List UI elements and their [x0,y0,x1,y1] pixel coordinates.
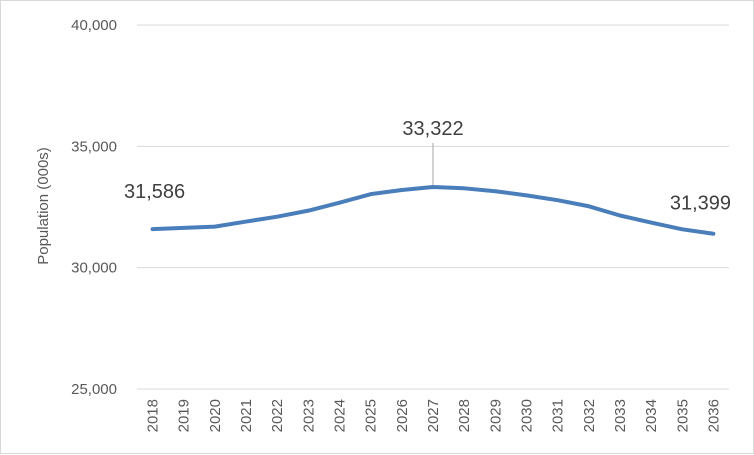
x-tick-label: 2036 [705,399,722,432]
x-tick-label: 2032 [581,399,598,432]
x-tick-label: 2035 [674,399,691,432]
y-tick-label: 25,000 [71,381,117,398]
x-tick-label: 2034 [643,399,660,432]
y-tick-label: 30,000 [71,260,117,277]
x-tick-label: 2020 [207,399,224,432]
series-line [153,187,714,234]
x-tick-label: 2023 [300,399,317,432]
x-tick-label: 2022 [269,399,286,432]
y-tick-label: 40,000 [71,17,117,34]
series-layer [152,187,713,234]
data-label: 33,322 [402,118,463,140]
x-tick-label: 2033 [612,399,629,432]
data-label: 31,399 [670,193,731,215]
x-tick-label: 2024 [332,399,349,432]
y-axis-ticks: 25,000 30,000 35,000 40,000 [71,17,117,398]
y-axis-title: Population (000s) [35,147,52,265]
x-tick-label: 2030 [518,399,535,432]
x-tick-label: 2025 [363,399,380,432]
x-axis-ticks: 2018 2019 2020 2021 2022 2023 2024 2025 2026 2027… [145,399,723,432]
y-tick-label: 35,000 [71,138,117,155]
x-tick-label: 2021 [238,399,255,432]
x-tick-label: 2026 [394,399,411,432]
x-tick-label: 2029 [487,399,504,432]
gridlines [137,25,729,389]
data-labels: 31,586 33,322 31,399 [124,118,731,215]
x-tick-label: 2028 [456,399,473,432]
data-label: 31,586 [124,181,185,203]
x-tick-label: 2031 [550,399,567,432]
x-tick-label: 2027 [425,399,442,432]
x-tick-label: 2019 [176,399,193,432]
x-tick-label: 2018 [145,399,162,432]
